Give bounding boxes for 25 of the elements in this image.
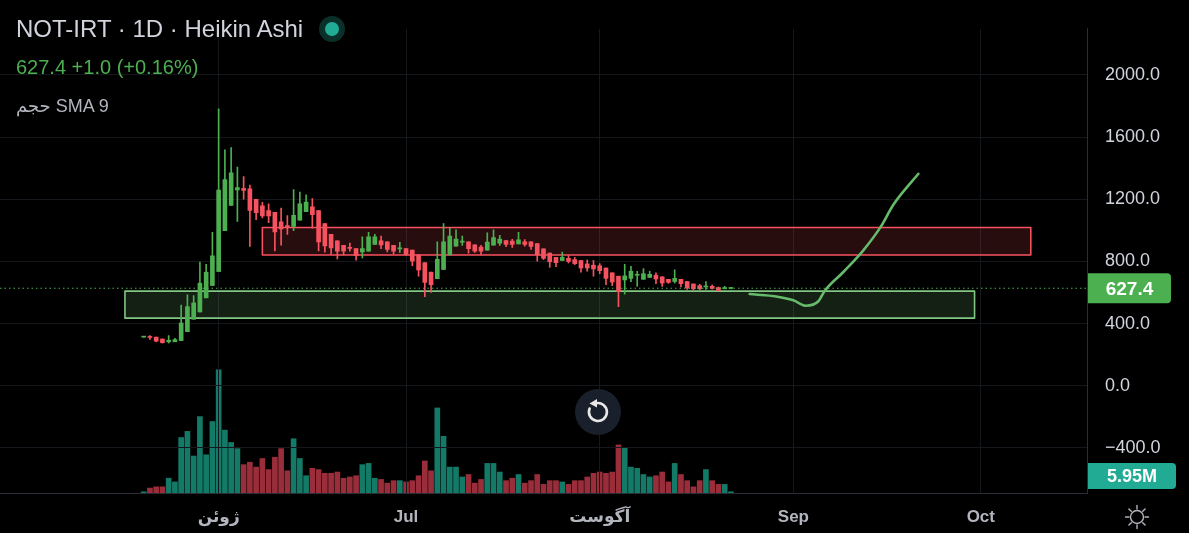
chart-title: NOT-IRT · 1D · Heikin Ashi xyxy=(16,15,304,43)
x-tick-label: آگوست xyxy=(569,504,632,527)
y-tick-label: 0.0 xyxy=(1105,374,1131,395)
x-tick-label: Jul xyxy=(393,506,419,526)
bar xyxy=(559,481,566,493)
line-series xyxy=(748,172,920,308)
y-tick-label: 2000.0 xyxy=(1105,63,1161,84)
candlestick xyxy=(459,235,465,246)
text: 5.95M xyxy=(1088,463,1176,489)
ref-line-label: 627.4 xyxy=(1105,277,1154,299)
y-tick-label: −400.0 xyxy=(1105,436,1161,457)
y-tick-label: 1200.0 xyxy=(1105,188,1161,209)
y-tick-label: 1600.0 xyxy=(1105,126,1161,147)
x-tick-label: Sep xyxy=(777,506,809,526)
bar xyxy=(671,463,678,493)
chart-title: حجم SMA 9 xyxy=(16,95,109,117)
y-tick-label: 400.0 xyxy=(1105,312,1151,333)
candlestick xyxy=(166,335,171,344)
bar xyxy=(396,480,403,493)
bar xyxy=(703,469,709,493)
x-tick-label: Oct xyxy=(966,506,996,526)
y-tick-label: 800.0 xyxy=(1105,250,1151,271)
x-tick-label: ژوئن xyxy=(197,506,240,527)
text: 627.4 +1.0 (+0.16%) xyxy=(16,55,199,79)
candlestick xyxy=(347,242,353,252)
